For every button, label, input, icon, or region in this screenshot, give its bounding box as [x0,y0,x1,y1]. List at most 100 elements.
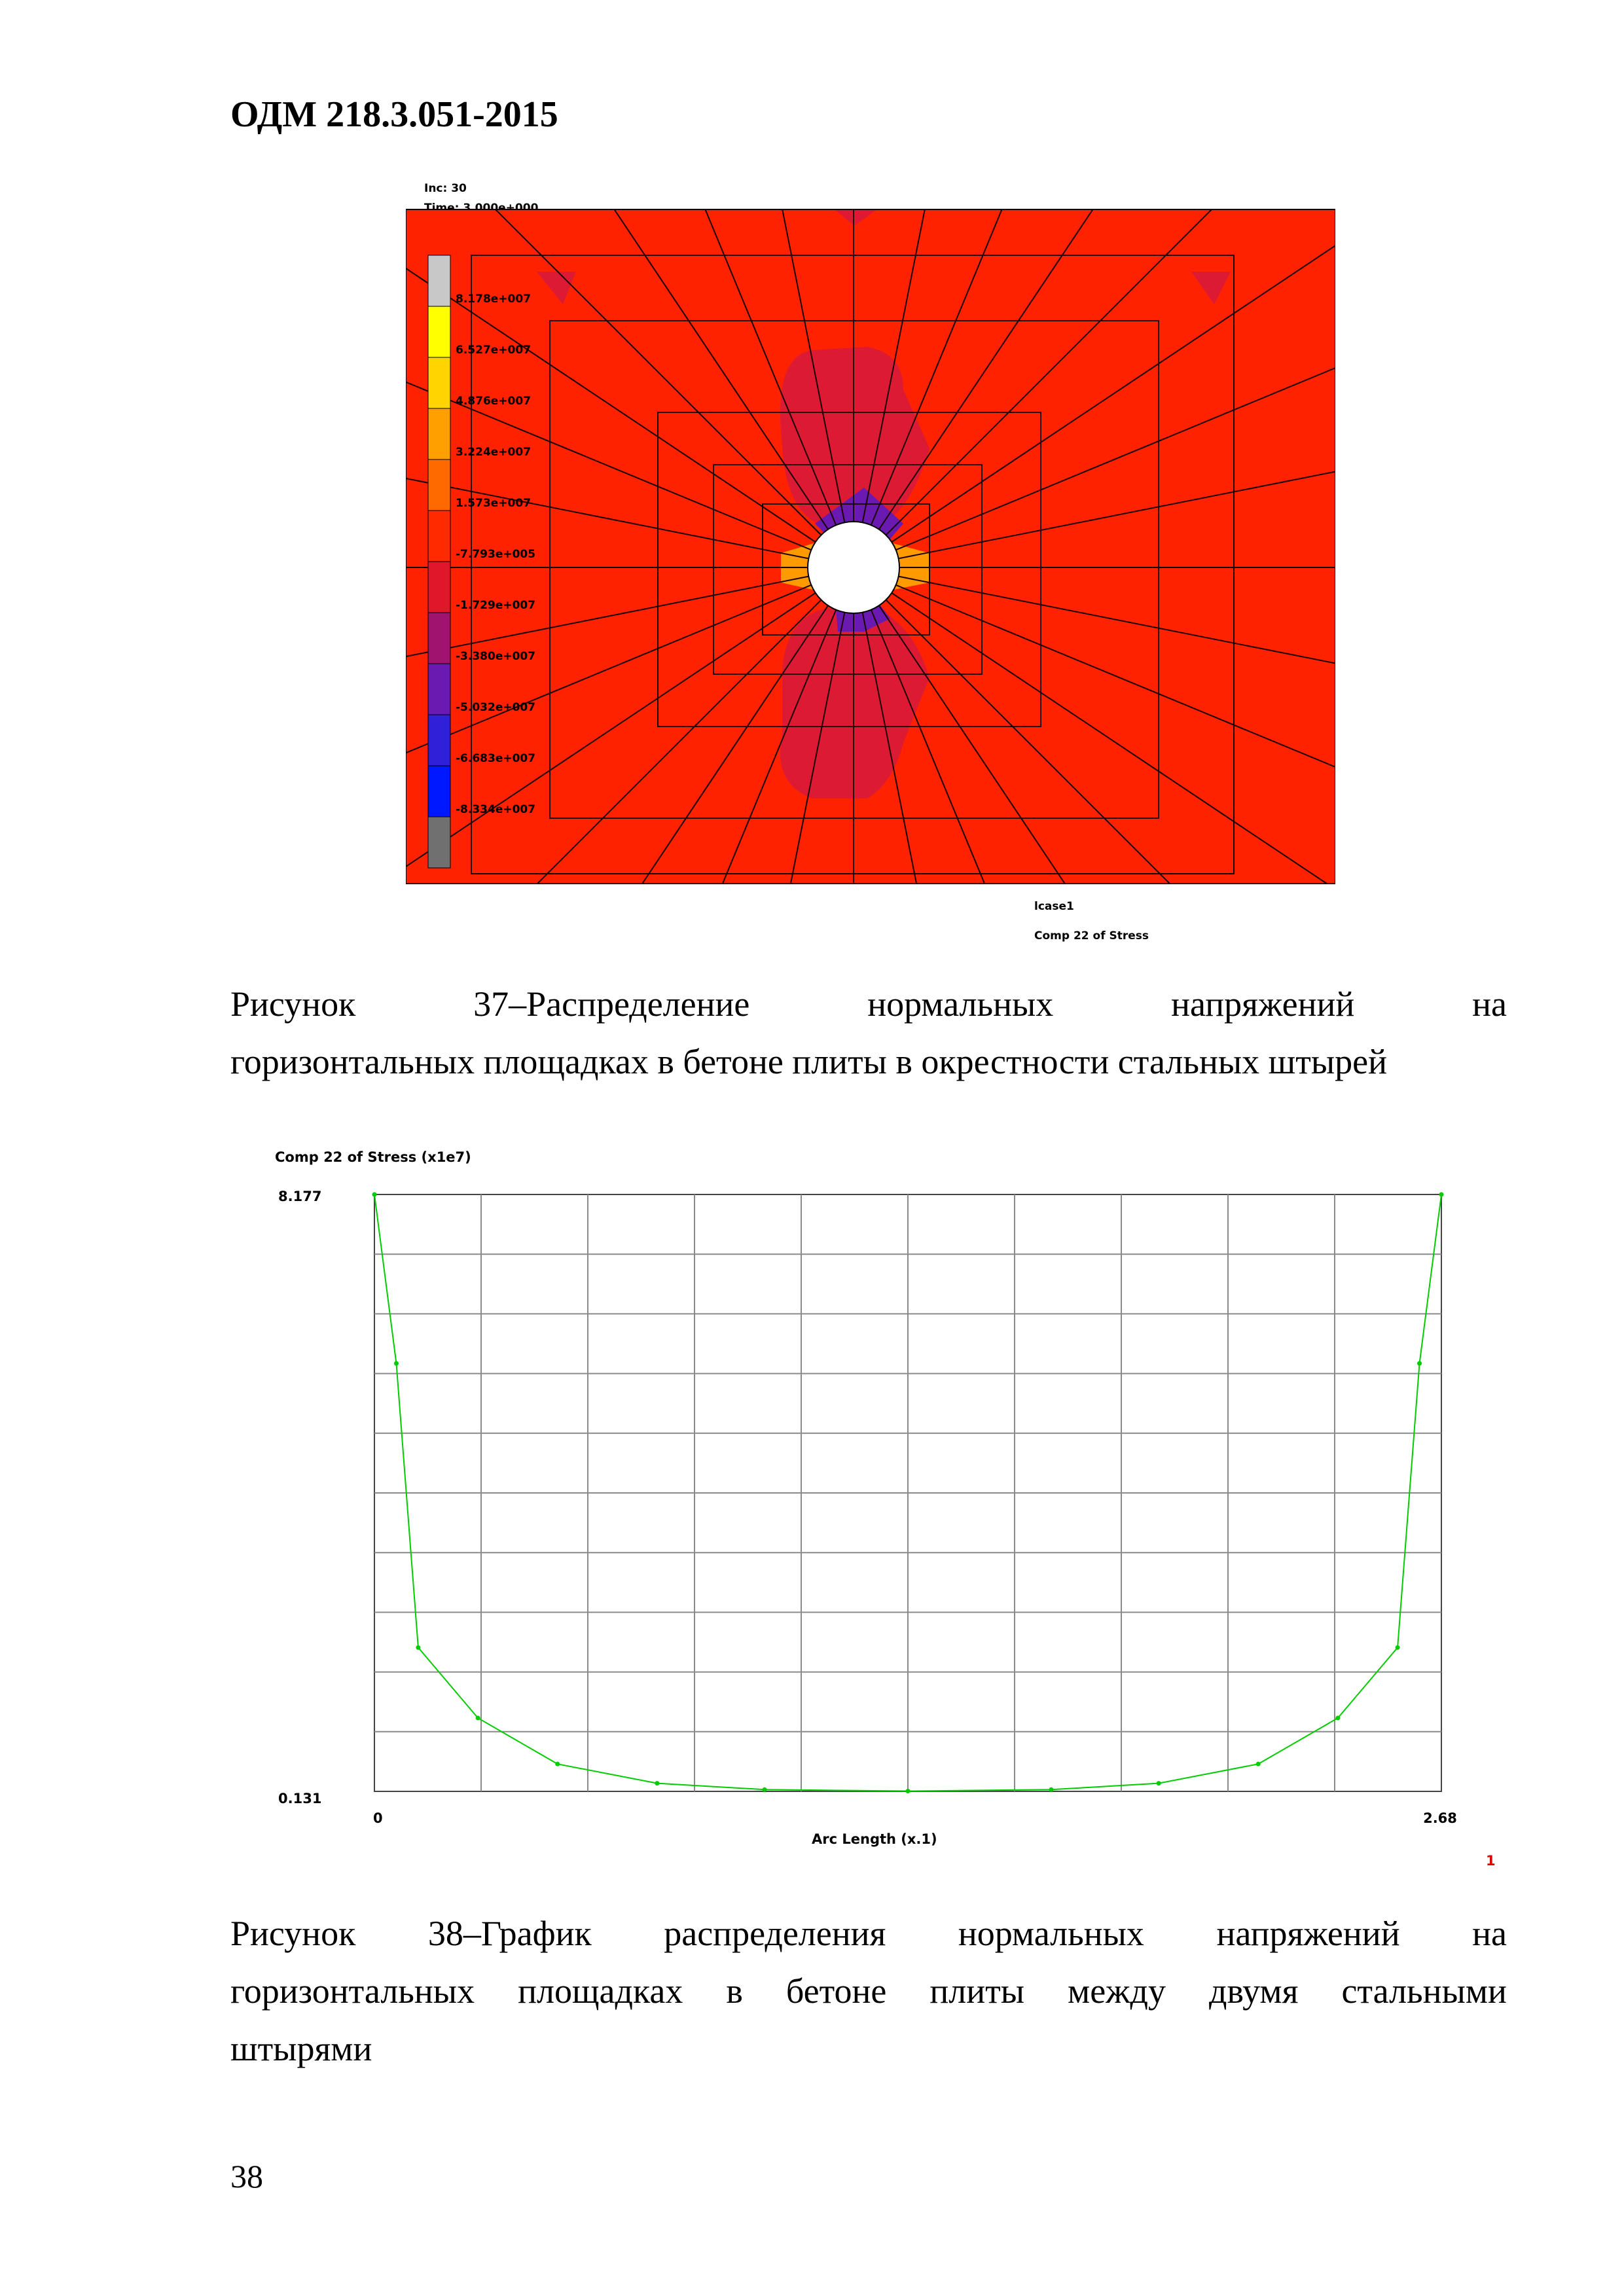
figure-38-stress-chart: Comp 22 of Stress (x1e7) 8.177 0.131 0 2… [255,1142,1525,1882]
caption-38-word: нормальных [958,1914,1144,1953]
data-point [1049,1787,1054,1792]
data-point [655,1781,660,1786]
data-point [475,1715,480,1721]
chart-title: Comp 22 of Stress (x1e7) [275,1149,471,1165]
legend-swatch [427,816,451,869]
fe-mesh [406,209,1335,884]
mesh-radial-line [495,209,822,536]
data-point [1335,1715,1341,1721]
caption-38-word: между [1068,1971,1166,2011]
legend-swatch [427,255,451,307]
loadcase-label: lcase1 [1034,900,1074,913]
mesh-radial-line [878,605,1066,884]
legend-value-9: -5.032e+007 [456,701,535,714]
caption-37-word: на [1472,984,1507,1024]
mesh-radial-line [406,268,816,543]
mesh-radial-line [782,209,846,523]
legend-value-2: 6.527e+007 [456,344,531,357]
legend-swatch [427,510,451,562]
mesh-radial-line [613,209,829,530]
mesh-radial-line [895,584,1335,768]
data-point [555,1761,560,1767]
legend-labels: 8.178e+007 6.527e+007 4.876e+007 3.224e+… [456,293,535,816]
mesh-radial-line [895,367,1335,551]
mesh-radial-line [891,245,1335,543]
mesh-radial-line [861,612,918,884]
caption-38-word: распределения [664,1914,886,1953]
figure-38-caption: Рисунок 38–График распределения нормальн… [230,1905,1507,2077]
legend-swatch [427,306,451,358]
caption-37-word: 37–Распределение [473,984,750,1024]
caption-38-word: 38–График [427,1914,592,1953]
legend-value-6: -7.793e+005 [456,548,535,561]
caption-38-word: на [1472,1914,1507,1953]
data-point [393,1361,399,1366]
legend-value-11: -8.334e+007 [456,803,535,816]
edge-lobe-top [835,209,877,226]
caption-37-line-1: Рисунок 37–Распределение нормальных напр… [230,975,1507,1033]
legend-swatch [427,561,451,613]
steel-stud-hole [807,521,900,614]
legend-value-3: 4.876e+007 [456,395,531,408]
mesh-radial-line [870,209,1003,526]
figure-37-stress-contour: Inc: 30 Time: 3.000e+000 8.178e+007 6.52… [406,173,1335,952]
mesh-radial-line [870,609,985,884]
mesh-ring [471,255,1235,874]
caption-37-word: напряжений [1171,984,1355,1024]
mesh-radial-line [704,209,837,526]
component-label: Comp 22 of Stress [1034,929,1149,942]
caption-38-word: напряжений [1216,1914,1400,1953]
data-point [416,1645,421,1650]
caption-38-line-2: горизонтальных площадках в бетоне плиты … [230,1962,1507,2020]
legend-color-bar [427,255,451,869]
data-point [762,1787,767,1792]
contour-plot: Inc: 30 Time: 3.000e+000 8.178e+007 6.52… [406,182,1335,942]
inc-label: Inc: 30 [424,182,467,195]
document-code: ОДМ 218.3.051-2015 [230,94,558,135]
caption-38-word: бетоне [785,1971,887,2011]
legend-value-1: 8.178e+007 [456,293,531,306]
mesh-border [406,209,1335,884]
caption-38-word: стальными [1341,1971,1507,2011]
caption-38-word: плиты [929,1971,1025,2011]
caption-37-word: Рисунок [230,984,356,1024]
mesh-radial-line [789,612,846,884]
data-point [1255,1761,1261,1767]
mesh-radial-line [885,599,1170,884]
data-point [372,1192,377,1197]
curve-label: 1 [1486,1853,1496,1869]
legend-value-4: 3.224e+007 [456,446,531,459]
page-number: 38 [230,2158,263,2195]
caption-38-word: двумя [1208,1971,1299,2011]
mesh-radial-line [537,599,822,884]
legend-swatch [427,663,451,715]
mesh-radial-line [641,605,829,884]
y-tick-label-min: 0.131 [278,1791,321,1806]
legend-value-5: 1.573e+007 [456,497,531,510]
mesh-radial-line [891,592,1327,884]
mesh-radial-line [898,575,1335,664]
x-tick-label-max: 2.68 [1423,1810,1457,1826]
caption-38-line-1: Рисунок 38–График распределения нормальн… [230,1905,1507,1962]
mesh-ring [657,412,1041,727]
caption-37-word: нормальных [867,984,1054,1024]
data-point [1439,1192,1444,1197]
mesh-ring [762,503,930,636]
legend-value-8: -3.380e+007 [456,650,535,663]
data-point [1156,1781,1161,1786]
stress-line-chart: Comp 22 of Stress (x1e7) 8.177 0.131 0 2… [275,1149,1496,1869]
corner-lobe-top-right [1191,272,1231,304]
legend-swatch [427,765,451,817]
x-axis-label: Arc Length (x.1) [812,1831,937,1847]
data-point [1417,1361,1422,1366]
legend-swatch [427,408,451,460]
mesh-radial-line [861,209,926,523]
mesh-radial-line [885,209,1212,536]
data-point [1395,1645,1400,1650]
mesh-radial-line [406,477,809,560]
series-points [372,1192,1444,1794]
mesh-radial-line [898,471,1335,560]
y-tick-label-max: 8.177 [278,1189,321,1204]
legend-value-7: -1.729e+007 [456,599,535,612]
x-tick-label-min: 0 [373,1810,383,1826]
